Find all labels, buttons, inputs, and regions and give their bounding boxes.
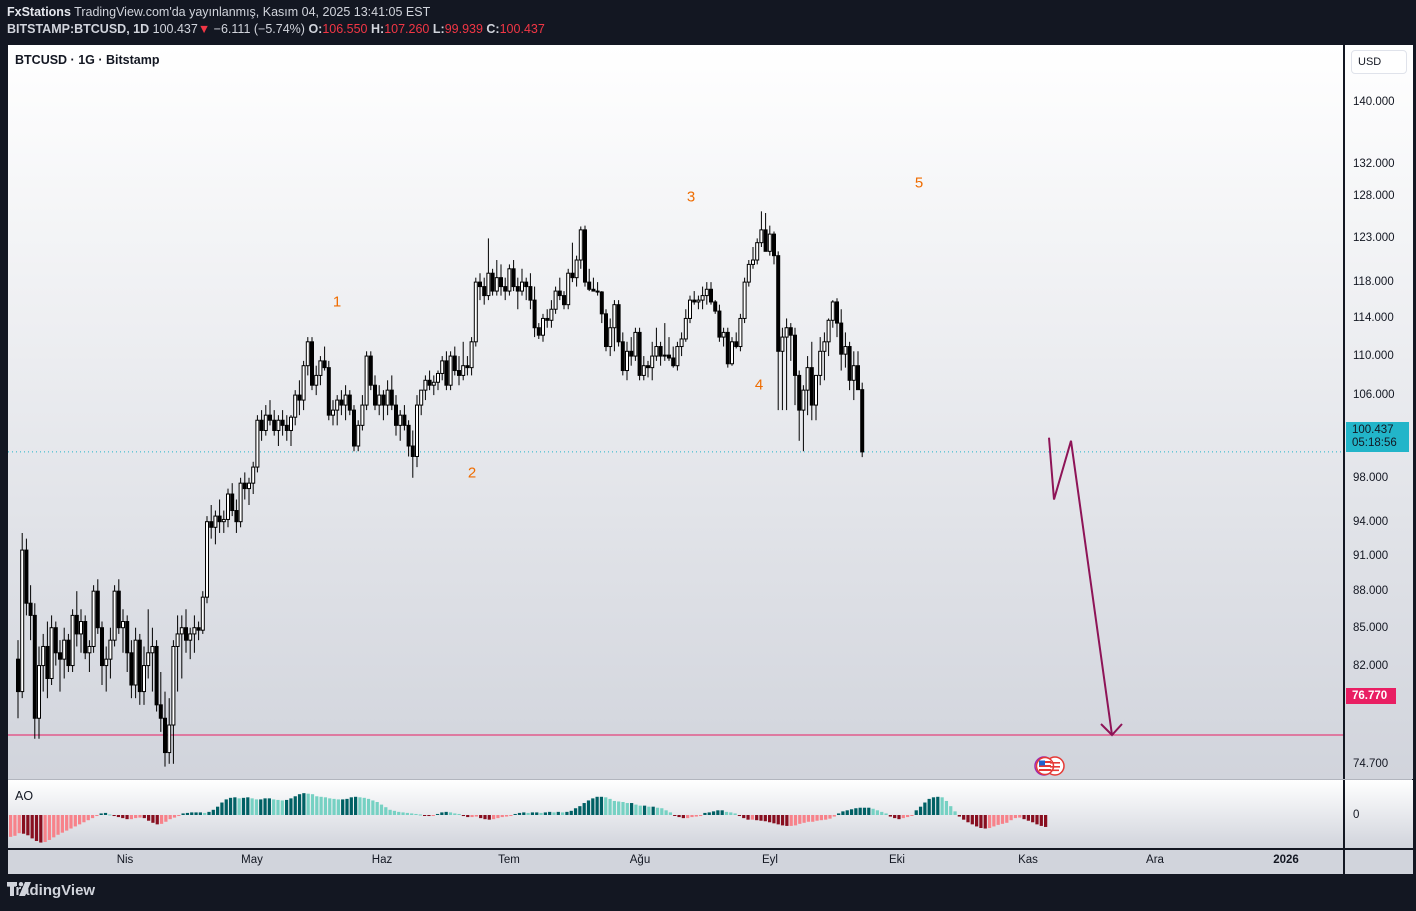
price-tick: 88.000 — [1353, 585, 1389, 598]
ao-legend[interactable]: AO — [15, 789, 34, 803]
ao-zero-tick: 0 — [1353, 809, 1360, 821]
pane-separator[interactable] — [8, 779, 1412, 780]
price-tick: 114.000 — [1353, 312, 1394, 325]
low-value: 99.939 — [444, 22, 483, 36]
price-tick: 118.000 — [1353, 276, 1394, 289]
close-label: C: — [486, 22, 500, 36]
target-price-tag: 76.770 — [1346, 688, 1396, 704]
chart-header: FxStations TradingView.com'da yayınlanmı… — [7, 4, 545, 38]
price-tick: 94.000 — [1353, 515, 1389, 528]
chart-container[interactable]: BTCUSD · 1G · Bitstamp 1 2 3 4 5 USD 140.000… — [8, 45, 1413, 874]
publish-line: FxStations TradingView.com'da yayınlanmı… — [7, 4, 545, 21]
projection-path[interactable] — [1048, 437, 1113, 736]
open-label: O: — [308, 22, 323, 36]
wave-label-1[interactable]: 1 — [332, 293, 342, 311]
time-label: Ara — [1146, 854, 1164, 866]
price-tick: 85.000 — [1353, 621, 1389, 634]
wave-label-2[interactable]: 2 — [467, 464, 477, 482]
bar-countdown: 05:18:56 — [1352, 437, 1397, 449]
currency-button[interactable]: USD — [1351, 50, 1407, 74]
tradingview-logo-icon — [7, 882, 31, 896]
price-tick: 98.000 — [1353, 471, 1389, 484]
candles — [16, 211, 865, 767]
last-price: 100.437 — [152, 22, 198, 36]
price-tick: 128.000 — [1353, 190, 1395, 203]
price-tick: 106.000 — [1353, 389, 1395, 402]
price-pane[interactable]: BTCUSD · 1G · Bitstamp 1 2 3 4 5 — [8, 45, 1343, 779]
price-tick: 74.700 — [1353, 757, 1389, 770]
wave-label-4[interactable]: 4 — [754, 376, 764, 394]
high-value: 107.260 — [384, 22, 430, 36]
us-flag-event-icon[interactable] — [1032, 756, 1066, 776]
time-label: Eki — [889, 854, 905, 866]
axis-corner — [1344, 849, 1413, 874]
price-tick: 123.000 — [1353, 232, 1395, 245]
candlestick-plot[interactable] — [8, 45, 1343, 779]
time-label: Nis — [116, 854, 134, 866]
chart-legend[interactable]: BTCUSD · 1G · Bitstamp — [15, 53, 160, 67]
price-tick: 110.000 — [1353, 350, 1394, 363]
high-label: H: — [371, 22, 385, 36]
price-tick: 132.000 — [1353, 157, 1395, 170]
price-tick: 82.000 — [1353, 659, 1389, 672]
open-value: 106.550 — [322, 22, 368, 36]
tradingview-brand[interactable]: TradingView — [7, 882, 95, 899]
time-label: Kas — [1018, 854, 1038, 866]
publish-text: TradingView.com'da yayınlanmış, Kasım 04… — [74, 5, 431, 19]
time-label: Haz — [371, 854, 393, 866]
low-label: L: — [432, 22, 445, 36]
time-axis[interactable]: Nis May Haz Tem Ağu Eyl Eki Kas Ara 2026 — [8, 849, 1343, 874]
author-name[interactable]: FxStations — [7, 5, 71, 19]
arrow-head-icon — [1100, 723, 1123, 737]
ohlc-line: BITSTAMP:BTCUSD, 1D 100.437▼ −6.111 (−5.… — [7, 21, 545, 38]
time-label: May — [241, 854, 263, 866]
time-label: 2026 — [1273, 854, 1299, 866]
price-tick: 91.000 — [1353, 549, 1389, 562]
symbol-line: BITSTAMP:BTCUSD, 1D — [7, 22, 150, 36]
wave-label-3[interactable]: 3 — [686, 188, 696, 206]
awesome-oscillator-histogram — [9, 793, 1048, 843]
wave-label-5[interactable]: 5 — [914, 174, 924, 192]
ao-pane[interactable]: AO — [8, 780, 1343, 848]
price-change: −6.111 (−5.74%) — [213, 22, 305, 36]
ao-scale[interactable]: 0 — [1344, 780, 1413, 848]
last-price-tag: 100.437 05:18:56 — [1346, 422, 1409, 452]
time-label: Ağu — [629, 854, 651, 866]
close-value: 100.437 — [499, 22, 545, 36]
price-scale[interactable]: USD 140.000 132.000 128.000 123.000 118.000 1… — [1344, 45, 1413, 804]
down-arrow-icon: ▼ — [197, 22, 211, 36]
time-label: Tem — [498, 854, 520, 866]
last-price-value: 100.437 — [1352, 424, 1394, 436]
price-tick: 140.000 — [1353, 96, 1395, 108]
time-label: Eyl — [762, 854, 778, 866]
